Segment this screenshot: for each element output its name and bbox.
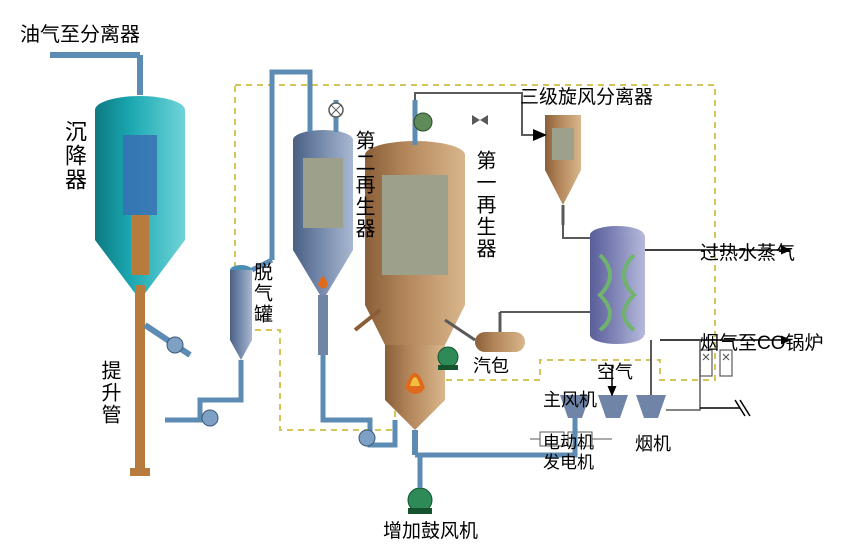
regen1-label: 第一再生器	[470, 150, 499, 260]
booster-label: 增加鼓风机	[383, 516, 478, 543]
riser-pipe	[130, 285, 190, 476]
first-regenerator	[365, 100, 465, 455]
steam-drum-label: 汽包	[473, 352, 509, 378]
valve-icon	[472, 115, 488, 125]
process-diagram	[0, 0, 858, 557]
oil-gas-label: 油气至分离器	[20, 18, 140, 47]
second-regenerator	[293, 100, 353, 355]
fluegas-label: 烟气至CO锅炉	[700, 328, 824, 355]
cyclone3-label: 三级旋风分离器	[520, 82, 653, 109]
heat-exchanger	[590, 226, 645, 344]
riser-label: 提升管	[95, 360, 124, 426]
degas-tank-label: 脱气罐	[248, 262, 275, 325]
pump-1	[438, 347, 458, 370]
steam-drum	[475, 312, 590, 352]
generator-label: 发电机	[543, 448, 594, 473]
third-stage-cyclone	[545, 115, 581, 225]
main-blower-label: 主风机	[543, 386, 597, 412]
booster-blower	[408, 488, 432, 514]
flue-turbine-label: 烟机	[635, 430, 671, 456]
settler-label: 沉降器	[58, 120, 90, 192]
air-label: 空气	[597, 358, 633, 384]
regen2-label: 第二再生器	[349, 130, 378, 240]
superheated-steam-label: 过热水蒸气	[700, 238, 795, 265]
